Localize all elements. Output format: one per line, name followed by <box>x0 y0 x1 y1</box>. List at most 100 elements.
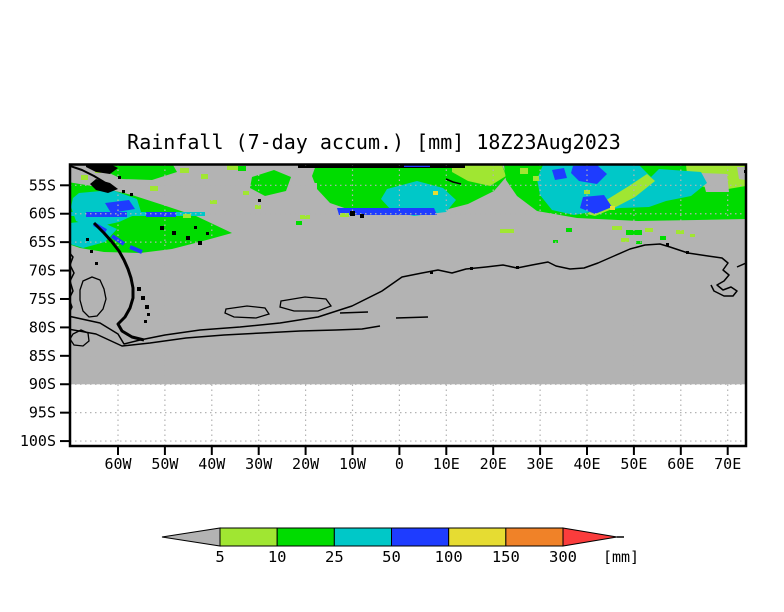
coastline-path <box>339 311 369 314</box>
lon-tick-label: 0 <box>395 455 404 473</box>
rain-speckle <box>183 214 191 218</box>
island-dot <box>360 214 364 218</box>
coastline-path <box>736 262 746 268</box>
rain-speckle <box>300 215 310 219</box>
island-dot <box>141 296 145 300</box>
lat-tick-label: 55S <box>29 176 56 194</box>
coastline-loop <box>279 296 333 312</box>
rain-speckle <box>296 221 302 225</box>
colorbar-unit-label: [mm] <box>603 548 639 566</box>
island-dot <box>198 241 202 245</box>
rain-speckle <box>81 175 88 180</box>
lat-tick-label: 85S <box>29 347 56 365</box>
rain-speckle <box>553 240 558 243</box>
rain-patch <box>552 168 567 180</box>
lat-tick-label: 70S <box>29 262 56 280</box>
island-dot <box>470 267 473 270</box>
rain-patch <box>105 165 177 180</box>
lon-tick-label: 30E <box>527 455 554 473</box>
island-dot <box>86 238 89 241</box>
rain-speckle <box>238 166 246 171</box>
rain-patch <box>105 200 135 213</box>
colorbar-segment <box>333 527 393 547</box>
island-dot <box>160 226 164 230</box>
rain-speckle <box>520 168 528 174</box>
rain-speckle <box>636 241 642 244</box>
rain-speckle <box>645 228 653 232</box>
island-dot <box>516 266 519 269</box>
colorbar-level-label: 5 <box>215 548 224 566</box>
colorbar-segment <box>448 527 507 547</box>
rain-patch <box>452 165 506 186</box>
rain-speckle <box>676 230 684 234</box>
lat-tick-label: 65S <box>29 233 56 251</box>
rain-speckle <box>500 229 514 233</box>
lon-tick-label: 50W <box>151 455 179 473</box>
island-dot <box>90 250 93 253</box>
lat-tick-label: 95S <box>29 404 56 422</box>
rain-patch <box>71 190 141 228</box>
rain-speckle <box>612 226 622 230</box>
island-dot <box>194 226 197 229</box>
coastline-path <box>70 325 381 347</box>
coastline-path <box>70 243 738 345</box>
rain-speckle <box>690 234 695 237</box>
colorbar-segment <box>219 527 278 547</box>
lon-tick-label: 60W <box>104 455 132 473</box>
island-dot <box>122 190 125 193</box>
rain-speckle <box>180 168 189 173</box>
coastline-path <box>445 178 462 185</box>
island-dot <box>206 232 209 235</box>
rain-speckle <box>227 165 238 170</box>
rain-speckle <box>566 228 572 232</box>
colorbar-segment <box>505 527 564 547</box>
colorbar-level-label: 50 <box>382 548 401 566</box>
rain-speckle <box>150 186 158 191</box>
coastline-path <box>92 221 145 342</box>
rain-speckle <box>340 213 349 217</box>
island-dot <box>666 243 669 246</box>
rain-speckle <box>626 230 642 235</box>
island-dot <box>258 199 261 202</box>
lon-tick-label: 40E <box>573 455 600 473</box>
island-dot <box>430 271 433 274</box>
rain-patch <box>580 195 612 214</box>
colorbar-level-label: 300 <box>549 548 577 566</box>
island-dot <box>147 313 150 316</box>
rain-speckle <box>201 174 208 179</box>
lat-tick-label: 60S <box>29 205 56 223</box>
rain-speckle <box>660 236 666 240</box>
coastline-path <box>395 316 429 319</box>
coastline-loop <box>79 276 107 318</box>
rain-patch <box>86 212 127 217</box>
coastline-landmass <box>90 179 118 193</box>
island-dot <box>118 176 121 179</box>
island-dot <box>95 262 98 265</box>
colorbar-segment <box>391 527 450 547</box>
rain-patch <box>70 220 117 248</box>
lon-tick-label: 30W <box>245 455 273 473</box>
rain-speckle <box>533 176 539 181</box>
lon-tick-label: 50E <box>620 455 647 473</box>
lon-tick-label: 20W <box>292 455 320 473</box>
top-edge-stripe <box>298 164 465 168</box>
rain-speckle <box>584 190 590 194</box>
colorbar-level-label: 100 <box>435 548 463 566</box>
lon-tick-label: 20E <box>480 455 507 473</box>
island-dot <box>137 287 141 291</box>
rain-patch <box>250 170 291 196</box>
coastline-loop <box>224 305 271 319</box>
lon-tick-label: 70E <box>714 455 741 473</box>
island-dot <box>350 211 355 216</box>
rain-speckle <box>433 191 438 195</box>
lat-tick-label: 80S <box>29 318 56 336</box>
island-dot <box>145 305 149 309</box>
rain-speckle <box>255 205 261 209</box>
colorbar-level-label: 10 <box>268 548 287 566</box>
rain-speckle <box>210 200 217 204</box>
map-content-layer <box>70 164 746 446</box>
lon-tick-label: 10E <box>433 455 460 473</box>
colorbar-left-arrow <box>161 527 221 547</box>
lat-tick-label: 75S <box>29 290 56 308</box>
island-dot <box>144 320 147 323</box>
